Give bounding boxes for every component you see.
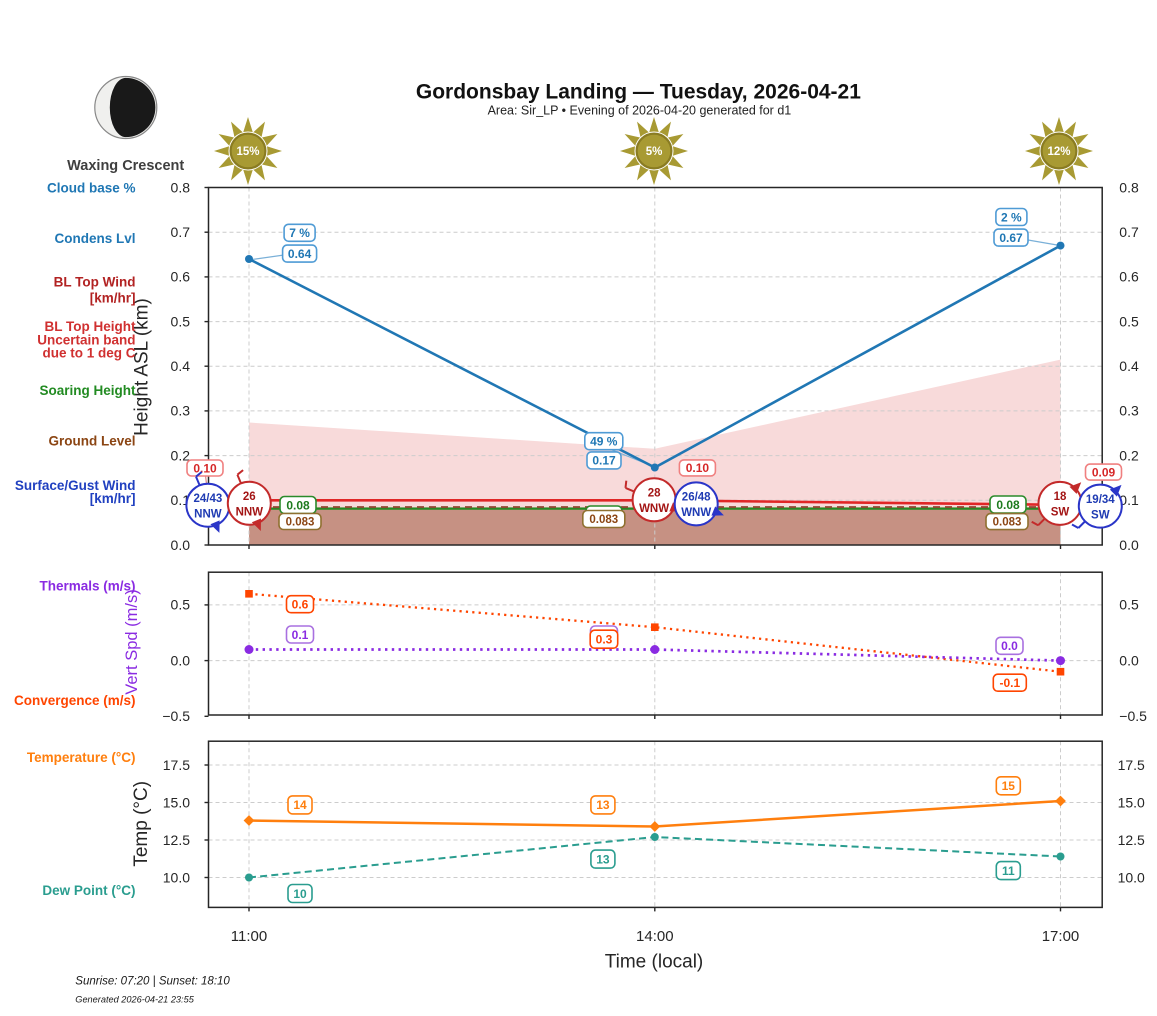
svg-text:15: 15 <box>1002 779 1016 793</box>
svg-text:Sunrise: 07:20 | Sunset: 18:10: Sunrise: 07:20 | Sunset: 18:10 <box>75 976 230 988</box>
svg-text:0.1: 0.1 <box>171 492 191 508</box>
svg-text:0.1: 0.1 <box>1119 492 1139 508</box>
svg-text:17:00: 17:00 <box>1042 928 1080 945</box>
svg-text:Generated 2026-04-21 23:55: Generated 2026-04-21 23:55 <box>75 995 194 1005</box>
svg-text:24/43: 24/43 <box>194 493 223 505</box>
svg-text:-0.1: -0.1 <box>999 676 1020 690</box>
svg-text:0.0: 0.0 <box>1119 537 1139 553</box>
svg-text:WNW: WNW <box>681 507 711 519</box>
svg-text:19/34: 19/34 <box>1086 494 1115 506</box>
svg-text:0.3: 0.3 <box>1119 403 1139 419</box>
svg-text:14:00: 14:00 <box>636 928 674 945</box>
svg-text:Thermals (m/s): Thermals (m/s) <box>39 579 135 594</box>
svg-text:10: 10 <box>293 887 307 901</box>
svg-text:0.08: 0.08 <box>996 498 1020 512</box>
svg-text:0.6: 0.6 <box>171 269 191 285</box>
svg-text:11: 11 <box>1002 864 1015 878</box>
svg-text:Height ASL (km): Height ASL (km) <box>132 298 153 436</box>
svg-text:0.10: 0.10 <box>193 461 217 475</box>
svg-text:BL Top Height: BL Top Height <box>45 319 136 334</box>
svg-text:15.0: 15.0 <box>1118 794 1145 810</box>
svg-text:0.10: 0.10 <box>686 461 710 475</box>
svg-text:0.3: 0.3 <box>171 403 191 419</box>
svg-text:Ground Level: Ground Level <box>48 434 135 449</box>
svg-text:12%: 12% <box>1047 146 1070 158</box>
svg-text:0.8: 0.8 <box>171 179 191 195</box>
svg-text:0.8: 0.8 <box>1119 179 1139 195</box>
svg-text:[km/hr]: [km/hr] <box>90 291 136 306</box>
svg-text:17.5: 17.5 <box>1118 757 1145 773</box>
svg-text:0.09: 0.09 <box>1092 465 1116 479</box>
svg-text:0.5: 0.5 <box>1119 313 1139 329</box>
svg-text:0.0: 0.0 <box>1001 639 1018 653</box>
svg-text:NNW: NNW <box>236 507 264 519</box>
svg-text:WNW: WNW <box>639 503 669 515</box>
svg-text:0.64: 0.64 <box>288 247 312 261</box>
svg-text:0.7: 0.7 <box>171 224 191 240</box>
svg-text:26: 26 <box>243 491 256 503</box>
svg-text:0.0: 0.0 <box>1119 652 1139 668</box>
svg-text:2 %: 2 % <box>1001 210 1022 224</box>
svg-text:0.0: 0.0 <box>171 652 191 668</box>
svg-text:Temperature (°C): Temperature (°C) <box>27 750 136 765</box>
svg-text:11:00: 11:00 <box>231 928 267 945</box>
svg-text:10.0: 10.0 <box>163 869 190 885</box>
svg-text:0.08: 0.08 <box>286 498 310 512</box>
svg-text:SW: SW <box>1051 507 1070 519</box>
svg-text:12.5: 12.5 <box>163 832 190 848</box>
svg-text:0.0: 0.0 <box>171 537 191 553</box>
svg-text:0.67: 0.67 <box>999 231 1023 245</box>
svg-text:Soaring Height: Soaring Height <box>39 383 136 398</box>
svg-text:Gordonsbay Landing — Tuesday,: Gordonsbay Landing — Tuesday, 2026-04-21 <box>416 81 861 104</box>
svg-text:13: 13 <box>596 852 610 866</box>
svg-text:Convergence (m/s): Convergence (m/s) <box>14 693 136 708</box>
svg-text:7 %: 7 % <box>289 226 310 240</box>
svg-text:0.083: 0.083 <box>286 517 315 529</box>
svg-text:due to 1 deg C: due to 1 deg C <box>42 345 135 360</box>
svg-text:0.5: 0.5 <box>171 597 191 613</box>
svg-text:0.6: 0.6 <box>292 598 309 612</box>
svg-text:[km/hr]: [km/hr] <box>90 491 136 506</box>
svg-text:Uncertain band: Uncertain band <box>37 332 135 347</box>
svg-text:Waxing Crescent: Waxing Crescent <box>67 158 184 174</box>
svg-text:0.083: 0.083 <box>589 514 618 526</box>
svg-text:26/48: 26/48 <box>682 492 711 504</box>
svg-text:0.5: 0.5 <box>171 313 191 329</box>
svg-text:12.5: 12.5 <box>1118 832 1145 848</box>
svg-text:0.3: 0.3 <box>596 633 613 647</box>
svg-text:NNW: NNW <box>194 508 222 520</box>
svg-text:13: 13 <box>596 798 610 812</box>
svg-text:Area: Sir_LP • Evening of 2026: Area: Sir_LP • Evening of 2026-04-20 gen… <box>488 104 792 118</box>
svg-text:14: 14 <box>293 798 307 812</box>
svg-text:Vert Spd (m/s): Vert Spd (m/s) <box>123 589 141 694</box>
svg-text:Dew Point (°C): Dew Point (°C) <box>42 883 135 898</box>
svg-text:28: 28 <box>648 488 661 500</box>
svg-text:15%: 15% <box>236 146 259 158</box>
svg-text:0.4: 0.4 <box>1119 358 1139 374</box>
svg-text:Temp (°C): Temp (°C) <box>131 781 152 867</box>
svg-text:18: 18 <box>1054 491 1067 503</box>
svg-text:0.6: 0.6 <box>1119 269 1139 285</box>
svg-text:Cloud base %: Cloud base % <box>47 180 136 195</box>
svg-text:−0.5: −0.5 <box>1119 708 1147 724</box>
svg-text:0.5: 0.5 <box>1119 597 1139 613</box>
svg-text:0.1: 0.1 <box>292 628 309 642</box>
svg-text:0.2: 0.2 <box>1119 447 1139 463</box>
svg-text:0.2: 0.2 <box>171 447 191 463</box>
svg-text:0.17: 0.17 <box>592 454 616 468</box>
svg-text:Condens Lvl: Condens Lvl <box>54 231 135 246</box>
svg-text:Surface/Gust Wind: Surface/Gust Wind <box>15 478 136 493</box>
svg-text:49 %: 49 % <box>590 435 618 449</box>
svg-text:5%: 5% <box>646 146 663 158</box>
svg-text:17.5: 17.5 <box>163 757 190 773</box>
svg-text:SW: SW <box>1091 509 1110 521</box>
svg-text:BL Top Wind: BL Top Wind <box>54 274 136 289</box>
svg-text:15.0: 15.0 <box>163 794 190 810</box>
svg-text:0.083: 0.083 <box>993 517 1022 529</box>
svg-text:Time (local): Time (local) <box>605 952 704 973</box>
svg-text:0.4: 0.4 <box>171 358 191 374</box>
svg-text:10.0: 10.0 <box>1118 869 1145 885</box>
svg-text:0.7: 0.7 <box>1119 224 1139 240</box>
svg-text:−0.5: −0.5 <box>162 708 190 724</box>
